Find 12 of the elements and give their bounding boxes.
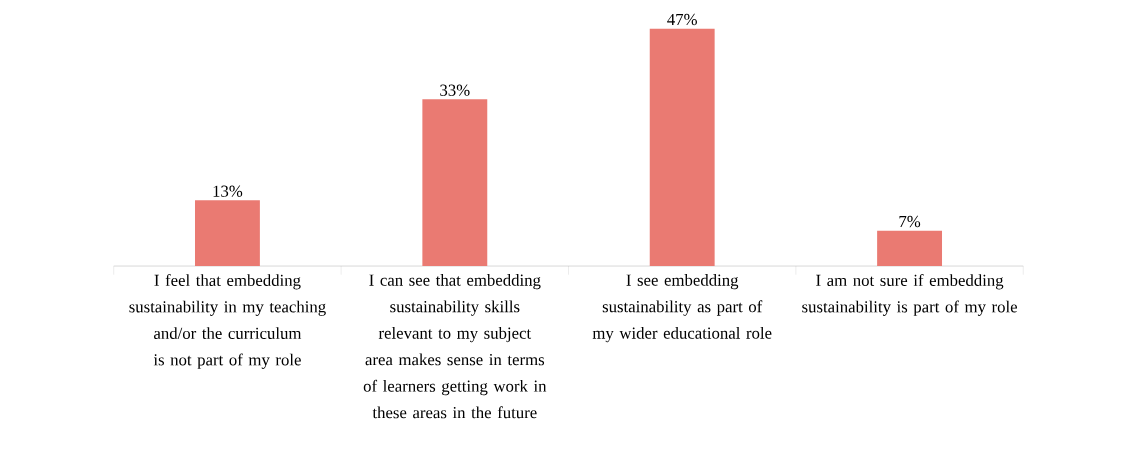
bar	[649, 28, 715, 267]
data-label: 33%	[440, 84, 470, 97]
data-label: 47%	[667, 13, 697, 26]
bar	[877, 230, 943, 267]
x-tick-label: I see embedding sustainability as part of my wider educational role	[592, 274, 772, 343]
x-tick-label: I can see that embedding sustainability skills relevant to my subject area makes sense in terms of learners getting work in these areas in the future	[363, 274, 547, 419]
x-tick-label: I am not sure if embedding sustainability is part of my role	[802, 274, 1018, 317]
bar	[194, 200, 260, 267]
data-label: 7%	[899, 216, 921, 228]
data-label: 13%	[213, 185, 243, 198]
bar	[422, 99, 488, 267]
x-tick-label: I feel that embedding sustainability in my teaching and/or the curriculum is not part of my role	[129, 274, 326, 370]
